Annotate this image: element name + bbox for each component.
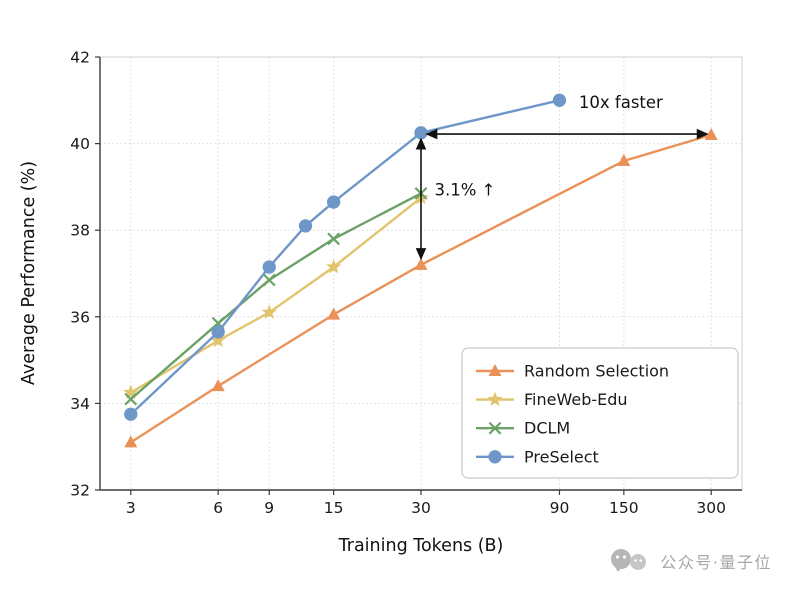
svg-text:15: 15 bbox=[324, 499, 344, 517]
watermark-text: 公众号·量子位 bbox=[660, 553, 772, 572]
svg-text:42: 42 bbox=[70, 49, 90, 67]
svg-text:150: 150 bbox=[609, 499, 639, 517]
annotation-label: 10x faster bbox=[579, 93, 663, 112]
svg-text:3: 3 bbox=[126, 499, 136, 517]
svg-text:36: 36 bbox=[70, 308, 90, 326]
series-fineweb-edu bbox=[123, 189, 429, 400]
svg-text:34: 34 bbox=[70, 395, 90, 413]
svg-text:32: 32 bbox=[70, 482, 90, 500]
svg-text:300: 300 bbox=[696, 499, 726, 517]
x-axis-label: Training Tokens (B) bbox=[338, 536, 504, 556]
series-dclm bbox=[124, 187, 428, 406]
series-preselect bbox=[124, 93, 567, 421]
svg-text:38: 38 bbox=[70, 222, 90, 240]
legend-label: FineWeb-Edu bbox=[524, 390, 628, 409]
watermark-chat-icon bbox=[611, 549, 647, 572]
svg-text:6: 6 bbox=[213, 499, 223, 517]
svg-text:9: 9 bbox=[264, 499, 274, 517]
svg-text:30: 30 bbox=[411, 499, 431, 517]
annotation-label: 3.1% ↑ bbox=[435, 181, 496, 200]
watermark: 公众号·量子位 bbox=[609, 548, 772, 574]
legend-label: DCLM bbox=[524, 419, 570, 438]
svg-text:40: 40 bbox=[70, 135, 90, 153]
legend-label: Random Selection bbox=[524, 362, 669, 381]
legend: Random Selection FineWeb-Edu DCLM PreSelect bbox=[461, 347, 739, 479]
annotations: 10x faster 3.1% ↑ bbox=[415, 93, 709, 261]
y-axis-label: Average Performance (%) bbox=[19, 161, 39, 385]
svg-text:90: 90 bbox=[550, 499, 570, 517]
legend-label: PreSelect bbox=[524, 447, 599, 466]
